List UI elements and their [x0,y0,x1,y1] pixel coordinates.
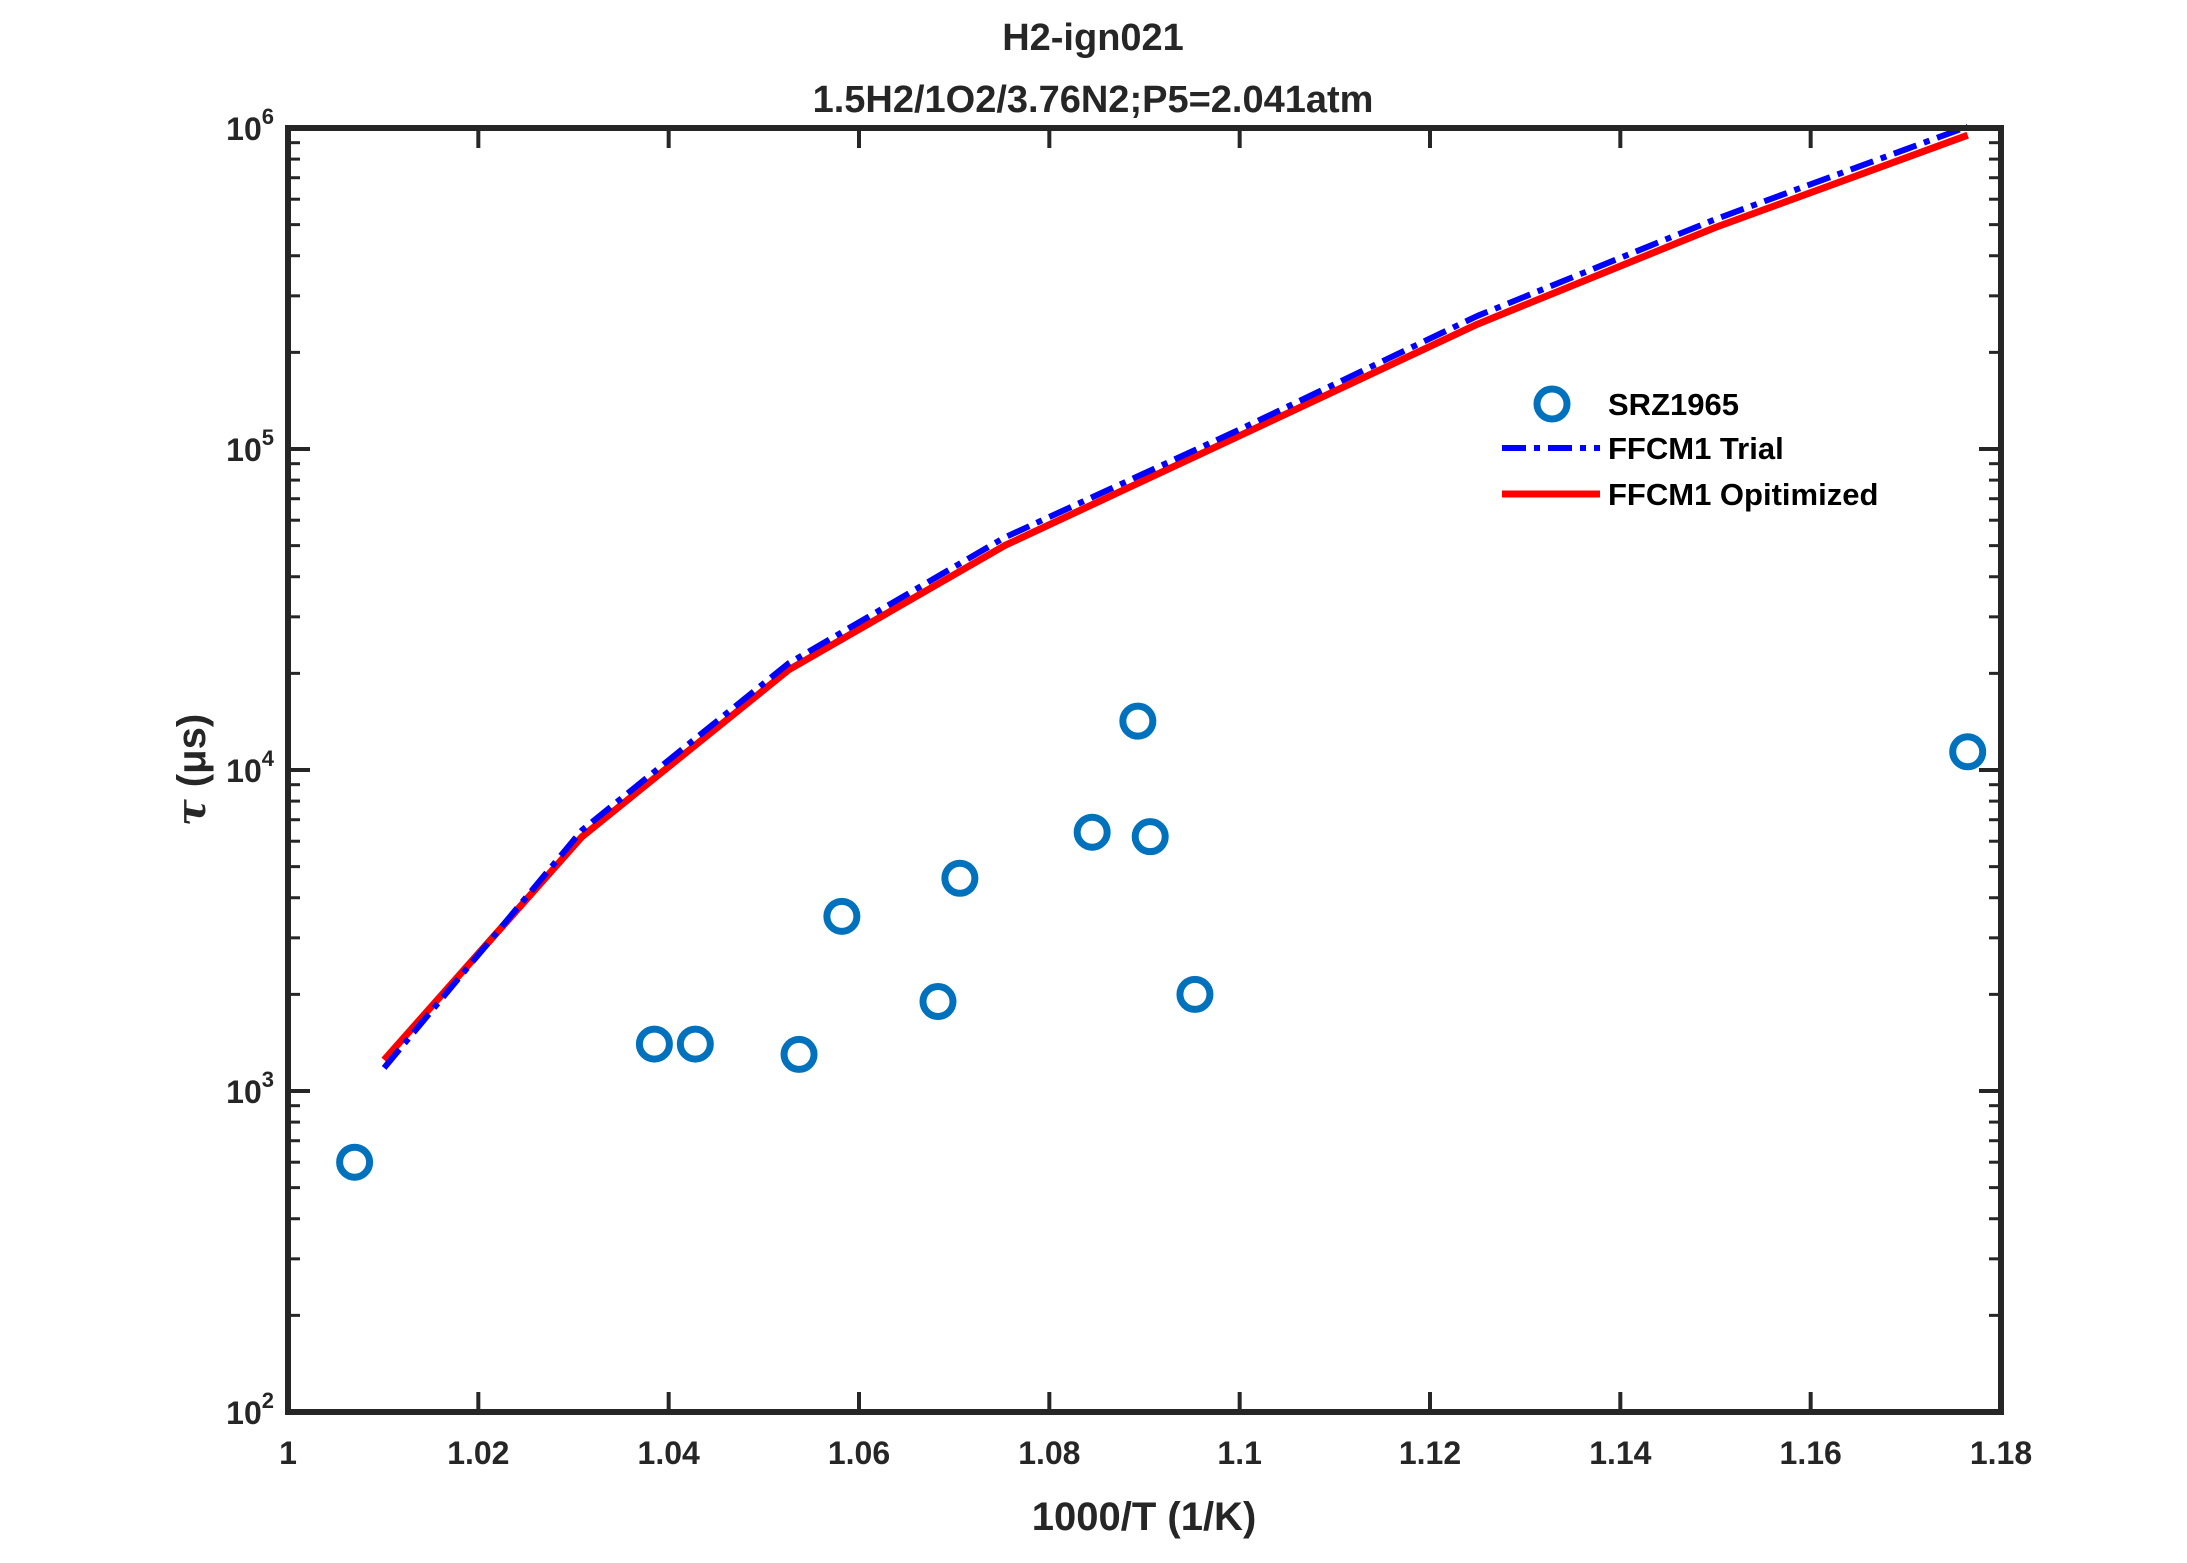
series-line-2 [381,131,1969,1063]
y-tick-label: 105 [226,425,274,468]
data-point-srz1965 [823,897,861,935]
series-line-1 [381,123,1969,1070]
y-tick-exponent: 4 [262,746,275,771]
data-point-srz1965 [676,1025,714,1063]
y-tick-label: 102 [226,1388,274,1431]
x-tick-label: 1.18 [1970,1435,2032,1471]
data-point-srz1965 [1119,702,1157,740]
x-tick-label: 1.16 [1780,1435,1842,1471]
data-point-srz1965 [336,1143,374,1181]
y-tick-exponent: 6 [262,104,274,129]
legend-label-ffcm1-trial: FFCM1 Trial [1608,431,1784,466]
y-tick-exponent: 3 [262,1067,274,1092]
x-tick-label: 1.06 [828,1435,890,1471]
y-tick-exponent: 2 [262,1388,274,1413]
y-tick-exponent: 5 [262,425,274,450]
y-tick-label: 104 [226,746,275,789]
data-point-srz1965 [941,859,979,897]
data-point-srz1965 [1131,818,1169,856]
x-tick-label: 1 [279,1435,297,1471]
plot-area [288,128,2001,1412]
data-point-srz1965 [780,1035,818,1073]
y-axis-label: τ (μs) [168,714,215,826]
plot-frame [285,125,2004,1415]
legend-label-ffcm1-optimized: FFCM1 Opitimized [1608,477,1878,512]
legend: SRZ1965 FFCM1 Trial FFCM1 Opitimized [1490,375,1960,525]
y-tick-base: 10 [226,111,262,147]
series-lines [381,123,1969,1070]
y-tick-base: 10 [226,432,262,468]
data-point-srz1965 [1073,813,1111,851]
y-tick-label: 106 [226,104,274,147]
data-point-srz1965 [919,983,957,1021]
x-tick-label: 1.04 [638,1435,700,1471]
chart-subtitle: 1.5H2/1O2/3.76N2;P5=2.041atm [813,79,1374,121]
series-points [336,702,1987,1181]
x-tick-label: 1.02 [447,1435,509,1471]
y-tick-label: 103 [226,1067,274,1110]
data-point-srz1965 [635,1025,673,1063]
data-point-srz1965 [1949,733,1987,771]
y-tick-base: 10 [226,753,262,789]
y-axis-label-symbol: τ [168,799,215,826]
chart-title: H2-ign021 [1002,17,1184,59]
legend-marker-srz1965 [1533,385,1571,423]
x-tick-label: 1.14 [1589,1435,1651,1471]
x-axis-ticks: 1 1.02 1.04 1.06 1.08 1.1 1.12 1.14 1.16 1.18 [279,128,2032,1471]
x-axis-label: 1000/T (1/K) [1032,1495,1257,1539]
legend-label-srz1965: SRZ1965 [1608,387,1739,422]
y-tick-base: 10 [226,1395,262,1431]
x-tick-label: 1.1 [1217,1435,1261,1471]
x-tick-label: 1.08 [1018,1435,1080,1471]
data-point-srz1965 [1176,975,1214,1013]
y-tick-base: 10 [226,1074,262,1110]
y-axis-label-unit: (μs) [170,714,214,787]
x-tick-label: 1.12 [1399,1435,1461,1471]
